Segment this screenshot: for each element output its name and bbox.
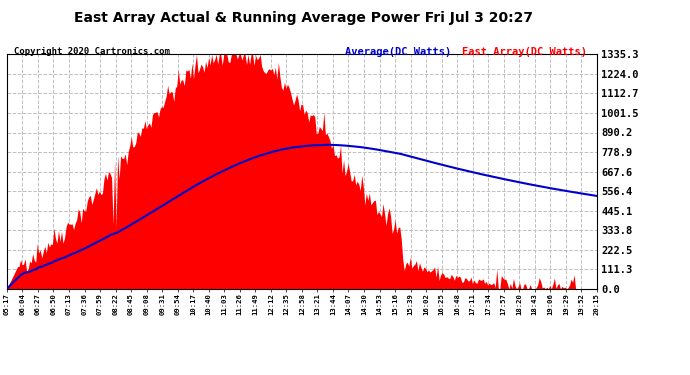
Text: Copyright 2020 Cartronics.com: Copyright 2020 Cartronics.com — [14, 47, 170, 56]
Text: Average(DC Watts): Average(DC Watts) — [345, 47, 451, 57]
Text: East Array(DC Watts): East Array(DC Watts) — [462, 47, 587, 57]
Text: East Array Actual & Running Average Power Fri Jul 3 20:27: East Array Actual & Running Average Powe… — [74, 11, 533, 25]
